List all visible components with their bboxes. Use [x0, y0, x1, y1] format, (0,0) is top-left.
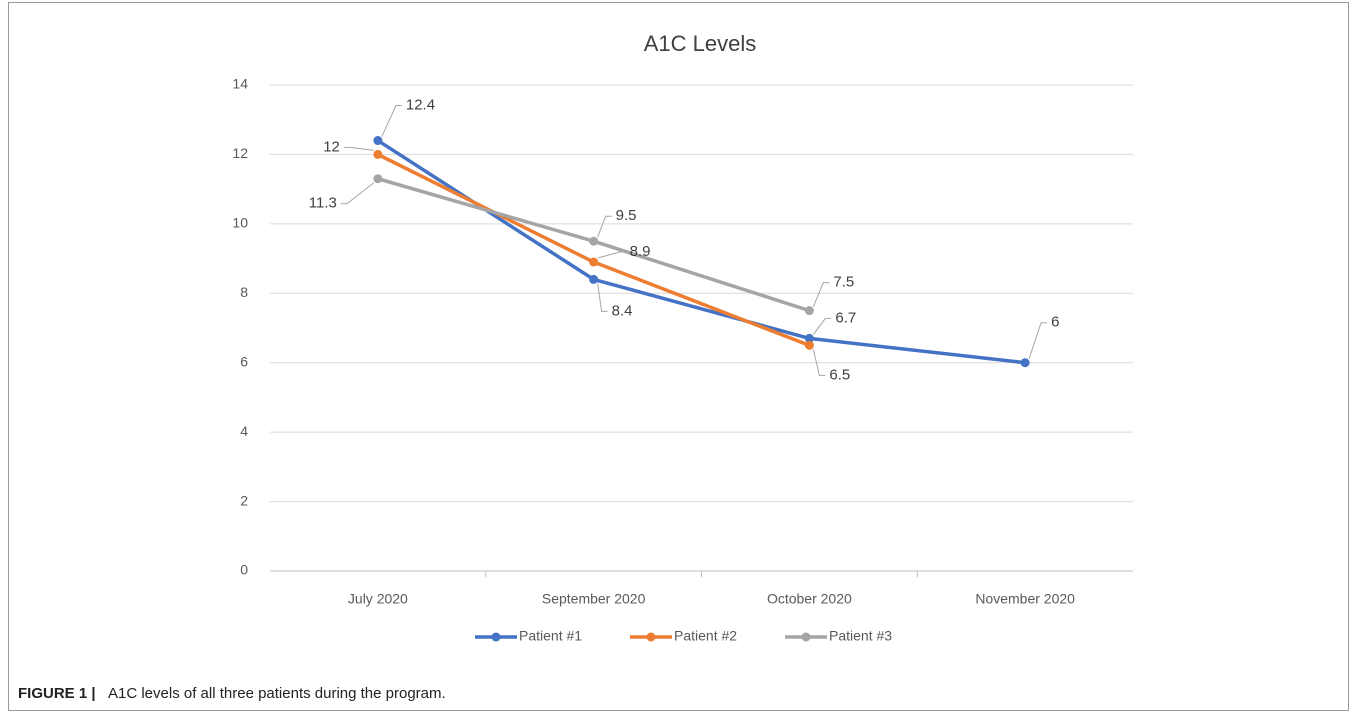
x-tick-label: September 2020	[542, 591, 646, 607]
legend-label: Patient #1	[519, 628, 582, 644]
marker	[373, 136, 383, 146]
data-label: 7.5	[833, 274, 854, 291]
marker	[373, 174, 383, 184]
y-tick-label: 4	[240, 423, 248, 439]
y-tick-label: 2	[240, 492, 248, 508]
data-label: 12	[323, 138, 340, 155]
x-tick-label: October 2020	[767, 591, 852, 607]
data-label: 8.4	[612, 302, 633, 319]
x-tick-label: July 2020	[348, 591, 408, 607]
leader-line	[1028, 322, 1048, 359]
marker	[804, 306, 814, 316]
y-tick-label: 14	[232, 76, 248, 92]
data-label: 6.5	[829, 366, 850, 383]
marker	[373, 149, 383, 159]
legend-label: Patient #2	[674, 628, 737, 644]
legend-label: Patient #3	[829, 628, 892, 644]
legend-marker	[801, 632, 811, 642]
x-tick-label: November 2020	[975, 591, 1075, 607]
chart-title: A1C Levels	[644, 31, 757, 56]
data-label: 6.7	[835, 309, 856, 326]
y-tick-label: 10	[232, 215, 248, 231]
marker	[1020, 358, 1030, 368]
data-label: 11.3	[309, 195, 337, 212]
leader-line	[597, 251, 626, 259]
leader-line	[340, 182, 375, 205]
leader-line	[343, 146, 374, 151]
leader-line	[597, 215, 612, 238]
figure-border	[8, 2, 1349, 711]
data-label: 12.4	[406, 97, 435, 114]
marker	[589, 274, 599, 284]
legend-marker	[491, 632, 501, 642]
legend-marker	[646, 632, 656, 642]
leader-line	[597, 283, 608, 312]
data-label: 8.9	[630, 243, 651, 260]
data-label: 9.5	[616, 207, 637, 224]
caption-label: FIGURE 1 |	[18, 685, 96, 702]
caption-text: A1C levels of all three patients during …	[108, 685, 446, 702]
leader-line	[812, 349, 826, 376]
y-tick-label: 0	[240, 562, 248, 578]
marker	[804, 333, 814, 343]
leader-line	[812, 282, 830, 307]
marker	[589, 236, 599, 246]
data-label: 6	[1051, 314, 1059, 331]
marker	[804, 340, 814, 350]
y-tick-label: 8	[240, 284, 248, 300]
marker	[589, 257, 599, 267]
y-tick-label: 12	[232, 145, 248, 161]
leader-line	[381, 105, 402, 137]
leader-line	[812, 317, 832, 335]
y-tick-label: 6	[240, 353, 248, 369]
